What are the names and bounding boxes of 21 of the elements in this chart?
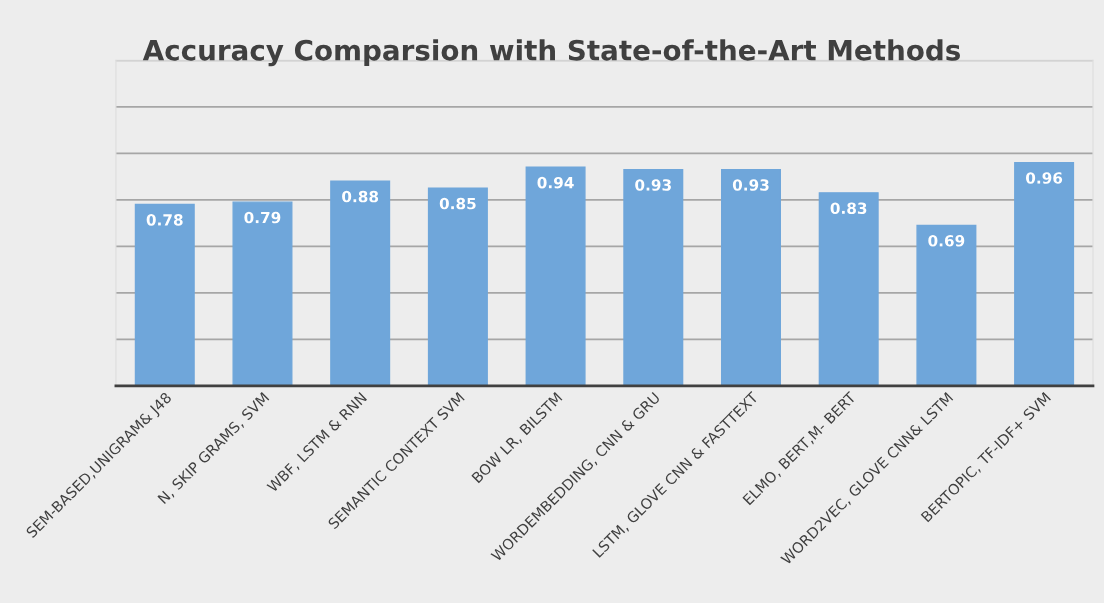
bar bbox=[623, 168, 684, 386]
data-label: 0.94 bbox=[537, 176, 574, 189]
bar bbox=[818, 192, 879, 386]
data-label: 0.69 bbox=[928, 235, 965, 247]
bar bbox=[232, 201, 293, 386]
bar bbox=[134, 203, 195, 386]
bar bbox=[330, 180, 391, 386]
bar bbox=[1014, 161, 1075, 386]
data-label: 0.85 bbox=[439, 197, 476, 210]
bar bbox=[525, 166, 586, 386]
bar bbox=[427, 187, 488, 386]
data-label: 0.78 bbox=[146, 214, 183, 226]
data-label: 0.96 bbox=[1025, 172, 1063, 184]
data-label: 0.88 bbox=[342, 190, 379, 203]
bar bbox=[720, 168, 782, 386]
data-label: 0.79 bbox=[244, 211, 281, 224]
data-label: 0.93 bbox=[732, 179, 769, 191]
data-label: 0.93 bbox=[635, 179, 671, 191]
chart-title: Accuracy Comparsion with State-of-the-Art Methods bbox=[142, 39, 960, 67]
bar bbox=[916, 224, 977, 386]
data-label: 0.83 bbox=[830, 202, 867, 214]
